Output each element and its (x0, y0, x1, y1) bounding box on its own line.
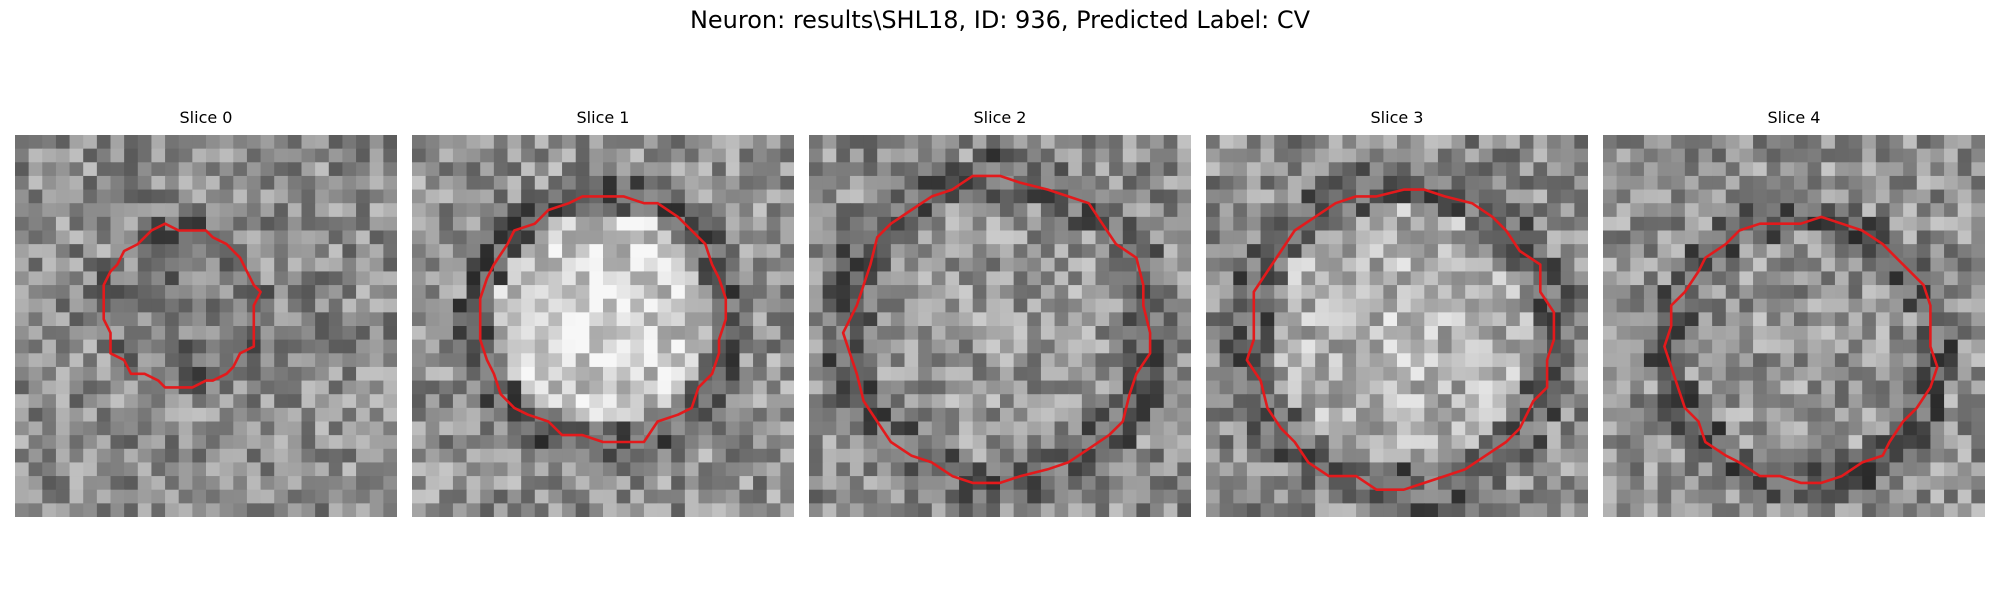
slice-image-1 (412, 135, 794, 517)
roi-contour (1663, 215, 1939, 485)
slice-title-1: Slice 1 (576, 108, 630, 127)
figure-title: Neuron: results\SHL18, ID: 936, Predicte… (689, 6, 1311, 34)
slice-title-3: Slice 3 (1370, 108, 1424, 127)
slice-title-0: Slice 0 (179, 108, 233, 127)
slice-image-0 (15, 135, 397, 517)
roi-contour (841, 174, 1152, 485)
slice-image-3 (1206, 135, 1588, 517)
slice-title-4: Slice 4 (1767, 108, 1821, 127)
slice-image-2 (809, 135, 1191, 517)
roi-contour (102, 222, 262, 389)
roi-contour (1245, 188, 1556, 492)
slice-title-2: Slice 2 (973, 108, 1027, 127)
roi-contour (478, 195, 728, 444)
slice-image-4 (1603, 135, 1985, 517)
